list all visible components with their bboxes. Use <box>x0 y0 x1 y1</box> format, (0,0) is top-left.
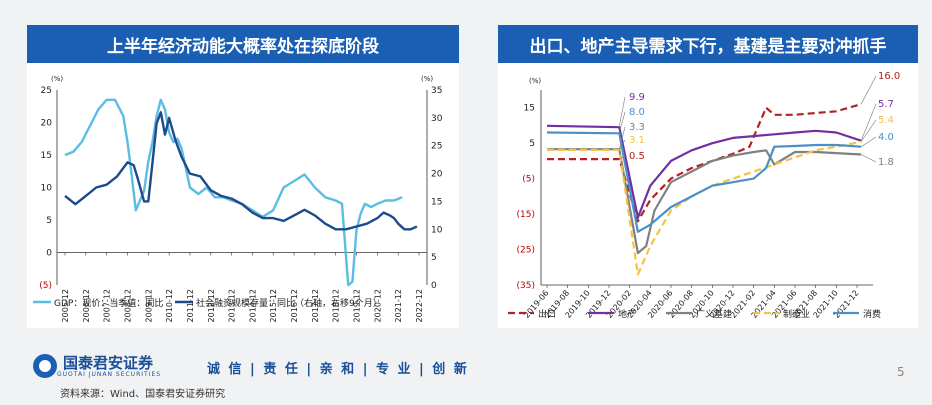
x-tick-label: 2013-12 <box>228 289 237 322</box>
right-chart-panel: 出口、地产主导需求下行，基建是主要对冲抓手 (%) 15 5 (5) (15) (25) (… <box>498 25 918 328</box>
x-tick-label: 2010-12 <box>165 289 174 322</box>
annotation-leader <box>860 154 877 163</box>
right-y-tick-label: 10 <box>431 225 443 235</box>
left-chart-panel: 上半年经济动能大概率处在探底阶段 (%) (%) 25 20 15 10 5 0 (5) 35 30… <box>27 25 459 328</box>
series-line-1 <box>547 103 862 223</box>
left-axis-unit: (%) <box>51 75 63 83</box>
series-line-5 <box>546 131 862 233</box>
right-y-tick-label: 5 <box>431 253 437 263</box>
x-tick-label: 2006-12 <box>82 289 91 322</box>
legend-label: 制造业 <box>783 308 810 320</box>
left-y-tick-label: (25) <box>517 246 535 256</box>
right-chart: (%)155(5)(15)(25)(35)2019-062019-082019-… <box>508 71 900 320</box>
annotation-label: 9.9 <box>629 92 645 103</box>
series-line-2 <box>546 124 862 219</box>
left-y-tick-label: 15 <box>524 104 535 114</box>
x-tick-label: 2016-12 <box>290 289 299 322</box>
left-chart: (%) (%) 25 20 15 10 5 0 (5) 35 30 25 20 15 10 5 0 2005-12… <box>33 75 443 322</box>
annotation-leader <box>860 75 877 105</box>
x-tick-label: 2019-12 <box>353 289 362 322</box>
slogan: 诚 信 | 责 任 | 亲 和 | 专 业 | 创 新 <box>207 362 469 377</box>
x-tick-label: 2008-12 <box>123 289 132 322</box>
annotation-label: 16.0 <box>878 71 900 82</box>
annotation-label: 1.8 <box>878 157 894 168</box>
annotation-label: 0.5 <box>629 151 645 162</box>
annotation-leader <box>860 119 877 142</box>
right-y-tick-label: 20 <box>431 170 443 180</box>
left-chart-title: 上半年经济动能大概率处在探底阶段 <box>27 25 459 63</box>
annotation-label: 5.4 <box>878 115 894 126</box>
annotation-leader <box>860 136 877 147</box>
annotation-label: 5.7 <box>878 99 894 110</box>
left-y-tick-label: 25 <box>41 86 52 96</box>
right-chart-title: 出口、地产主导需求下行，基建是主要对冲抓手 <box>498 25 918 63</box>
left-y-tick-label: 10 <box>41 184 53 194</box>
brand-logo: 国泰君安证券 GUOTAI JUNAN SECURITIES <box>33 354 161 378</box>
x-tick-label: 2022-12 <box>415 289 424 322</box>
annotation-label: 3.3 <box>629 122 645 133</box>
right-axis-unit: (%) <box>421 75 433 83</box>
page-number: 5 <box>897 365 905 379</box>
x-tick-label: 2007-12 <box>103 289 112 322</box>
x-tick-label: 2012-12 <box>207 289 216 322</box>
x-tick-label: 2014-12 <box>248 289 257 322</box>
annotation-leader <box>860 103 877 141</box>
x-tick-label: 2015-12 <box>269 289 278 322</box>
data-source: 资料来源：Wind、国泰君安证券研究 <box>60 389 226 400</box>
legend-label: 消费 <box>863 308 881 320</box>
annotation-label: 8.0 <box>629 107 645 118</box>
left-y-tick-label: 5 <box>529 139 535 149</box>
series-line-3 <box>547 148 862 255</box>
right-y-tick-label: 35 <box>431 86 442 96</box>
brand-name-en: GUOTAI JUNAN SECURITIES <box>57 370 162 378</box>
left-y-tick-label: 0 <box>46 249 52 259</box>
annotation-leader <box>619 155 626 160</box>
annotation-label: 4.0 <box>878 132 894 143</box>
x-tick-label: 2017-12 <box>311 289 320 322</box>
x-tick-label: 2021-12 <box>394 289 403 322</box>
series-line-2 <box>64 111 418 231</box>
left-y-tick-label: (5) <box>39 281 52 291</box>
annotation-leader <box>619 96 626 126</box>
right-y-tick-label: 15 <box>431 197 442 207</box>
right-y-tick-label: 0 <box>431 281 437 291</box>
legend-label: 出口 <box>538 308 556 320</box>
x-tick-label: 2011-12 <box>186 289 195 322</box>
annotation-leader <box>619 111 626 133</box>
brand-name: 国泰君安证券 <box>63 353 154 372</box>
left-axis-unit: (%) <box>529 77 541 85</box>
legend-label: 社会融资规模存量：同比（右轴，右移9个月） <box>196 297 382 309</box>
right-y-tick-label: 30 <box>431 114 443 124</box>
series-line-4 <box>547 140 862 276</box>
legend-label: 地产 <box>618 308 636 320</box>
left-y-tick-label: (5) <box>522 175 535 185</box>
legend-label: GDP：现价：当季值：同比 <box>54 297 163 309</box>
annotation-label: 3.1 <box>629 135 645 146</box>
x-tick-label: 2018-12 <box>332 289 341 322</box>
series-line-1 <box>64 98 403 287</box>
x-tick-label: 2005-12 <box>61 289 70 322</box>
annotation-leader <box>619 139 626 151</box>
left-y-tick-label: 5 <box>46 216 52 226</box>
right-y-tick-label: 25 <box>431 142 442 152</box>
x-tick-label: 2020-12 <box>373 289 382 322</box>
left-y-tick-label: 20 <box>41 119 53 129</box>
x-tick-label: 2009-12 <box>144 289 153 322</box>
left-y-tick-label: (35) <box>517 281 535 291</box>
left-y-tick-label: (15) <box>517 210 535 220</box>
annotation-leader <box>619 126 626 150</box>
legend-label: 广义基建 <box>696 308 732 320</box>
brand-logo-icon <box>33 354 57 378</box>
left-y-tick-label: 15 <box>41 151 52 161</box>
